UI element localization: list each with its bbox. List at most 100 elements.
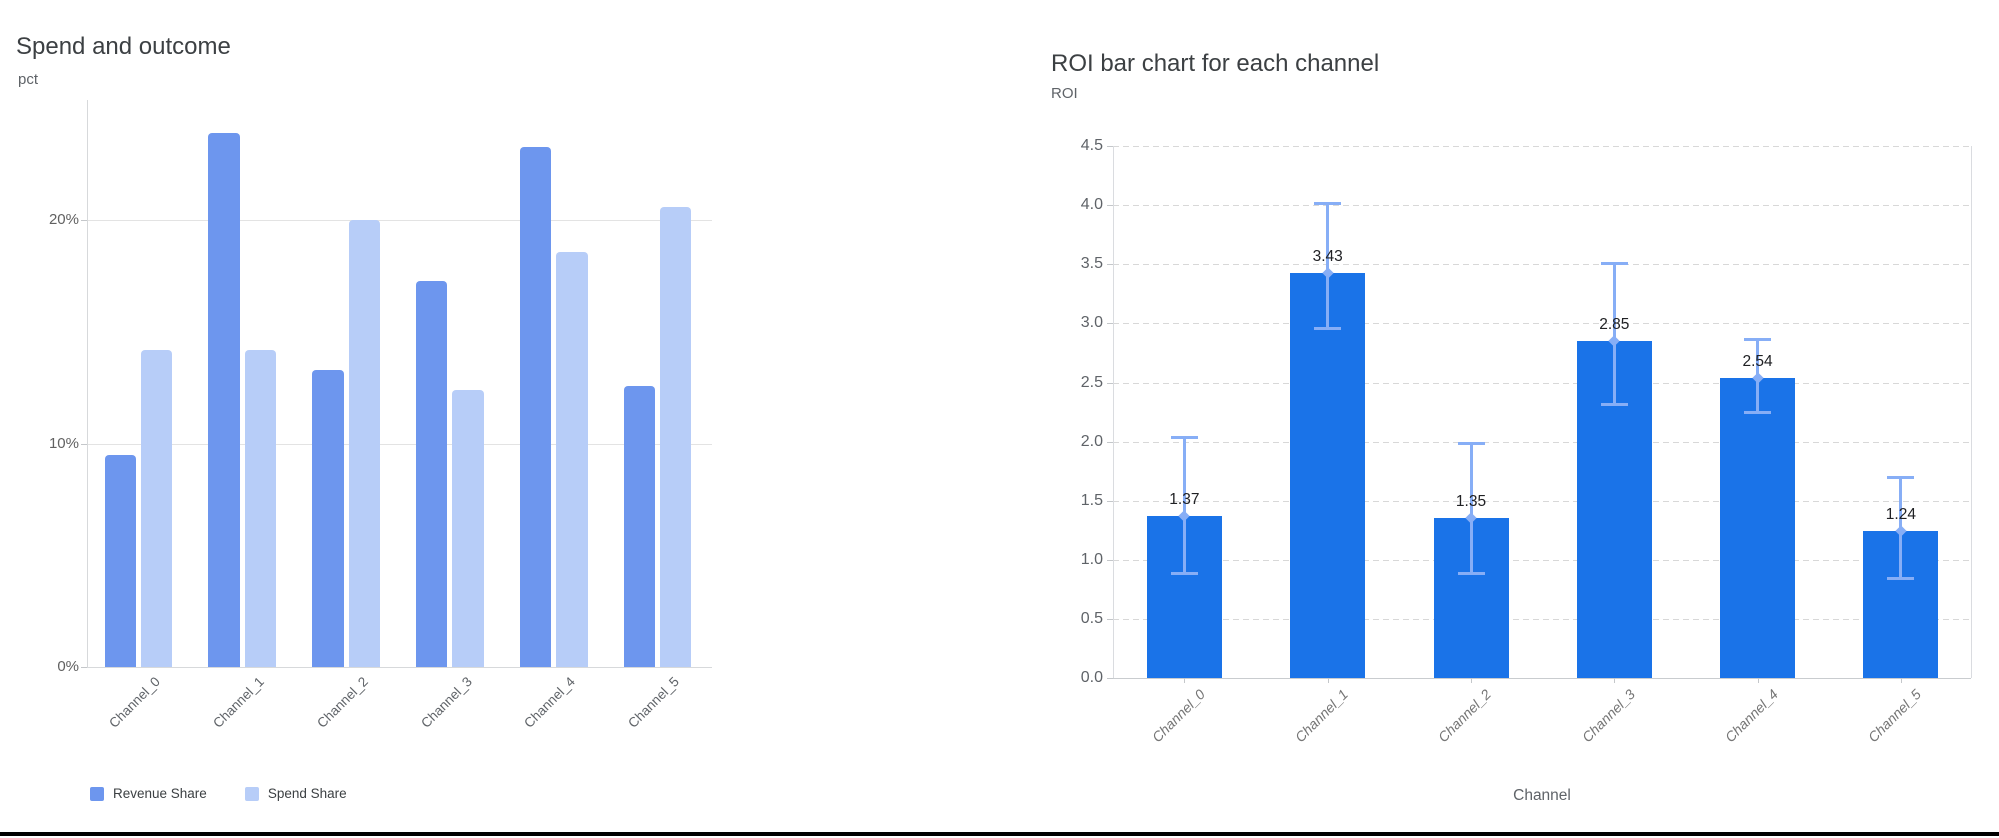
x-tick-label-channel_3: Channel_3	[417, 674, 475, 731]
y-tick-label: 0.5	[1080, 609, 1103, 627]
bar-value-label-channel_5: 1.24	[1885, 506, 1916, 524]
bar-spend-share-channel_0	[141, 349, 173, 667]
roi-chart-title: ROI bar chart for each channel	[1051, 49, 1380, 77]
error-bar-line-channel_4	[1756, 338, 1760, 414]
x-tick-label-channel_2: Channel_2	[1435, 686, 1495, 746]
error-bar-cap-bottom	[1744, 411, 1772, 415]
y-tick-label: 20%	[48, 211, 79, 229]
y-tickmark	[81, 220, 87, 222]
error-bar-cap-top	[1887, 476, 1915, 480]
bar-roi-channel_1	[1290, 272, 1366, 678]
y-tickmark	[1107, 264, 1113, 266]
gridline-4.0	[1113, 205, 1971, 207]
gridline-1.0	[1113, 559, 1971, 561]
y-tickmark	[1107, 678, 1113, 679]
error-bar-mean-marker	[1322, 266, 1334, 279]
bar-revenue-share-channel_5	[623, 385, 655, 667]
y-tickmark	[1107, 146, 1113, 148]
bar-value-label-channel_3: 2.85	[1599, 316, 1630, 334]
y-axis-line	[87, 100, 88, 667]
legend-swatch	[244, 786, 259, 801]
legend-label: Spend Share	[267, 786, 347, 801]
bar-spend-share-channel_1	[244, 349, 277, 667]
error-bar-mean-marker	[1608, 335, 1620, 347]
bar-spend-share-channel_2	[348, 220, 380, 667]
x-axis-baseline	[1113, 678, 1971, 679]
spend-outcome-legend: Revenue Share Spend Share	[90, 786, 347, 801]
y-tickmark	[1107, 559, 1113, 561]
x-tick-label-channel_4: Channel_4	[521, 674, 579, 731]
bar-revenue-share-channel_1	[208, 133, 240, 667]
bar-spend-share-channel_3	[452, 390, 484, 667]
y-tick-label: 2.5	[1080, 373, 1103, 391]
x-tick-label-channel_3: Channel_3	[1578, 686, 1638, 746]
x-tick-label-channel_0: Channel_0	[1148, 686, 1208, 746]
x-tick-label-channel_1: Channel_1	[1291, 686, 1352, 746]
bar-roi-channel_3	[1576, 341, 1652, 678]
x-tickmark	[1900, 678, 1902, 683]
x-tick-label-channel_2: Channel_2	[313, 674, 371, 731]
y-tickmark	[81, 667, 87, 668]
error-bar-cap-top	[1600, 262, 1628, 266]
bar-roi-channel_2	[1433, 518, 1509, 678]
y-tickmark	[1107, 500, 1113, 502]
roi-x-axis-title: Channel	[1513, 787, 1571, 804]
error-bar-mean-marker	[1895, 525, 1907, 538]
y-tick-label: 10%	[48, 434, 79, 452]
y-tickmark	[81, 443, 87, 445]
error-bar-cap-bottom	[1600, 403, 1628, 406]
bar-value-label-channel_2: 1.35	[1455, 493, 1487, 511]
error-bar-mean-marker	[1465, 512, 1477, 525]
y-tick-label: 4.0	[1080, 196, 1103, 214]
error-bar-cap-bottom	[1457, 572, 1485, 575]
error-bar-line-channel_3	[1612, 263, 1616, 405]
legend-item-revenue-share: Revenue Share	[90, 786, 207, 801]
y-tick-label: 3.0	[1080, 314, 1103, 332]
bar-value-label-channel_4: 2.54	[1742, 352, 1773, 370]
x-tick-label-channel_5: Channel_5	[1865, 686, 1925, 746]
legend-label: Revenue Share	[113, 786, 207, 801]
y-tickmark	[1107, 441, 1113, 443]
error-bar-cap-bottom	[1314, 327, 1342, 331]
error-bar-line-channel_0	[1182, 436, 1186, 574]
y-tick-label: 0%	[57, 658, 79, 675]
gridline-0.5	[1113, 618, 1971, 620]
bar-spend-share-channel_4	[556, 251, 588, 667]
error-bar-line-channel_1	[1326, 202, 1330, 330]
gridline-3.0	[1113, 323, 1971, 325]
error-bar-mean-marker	[1178, 510, 1191, 522]
error-bar-cap-bottom	[1170, 572, 1198, 575]
bar-revenue-share-channel_2	[312, 369, 344, 667]
x-tick-label-channel_0: Channel_0	[106, 674, 164, 731]
gridline-10%	[87, 443, 712, 445]
x-tick-label-channel_5: Channel_5	[625, 674, 683, 731]
window-bottom-border	[0, 832, 1999, 836]
bar-revenue-share-channel_3	[416, 280, 448, 667]
bar-value-label-channel_0: 1.37	[1169, 491, 1200, 509]
x-tickmark	[1757, 678, 1759, 683]
y-tickmark	[1107, 618, 1113, 620]
x-tickmark	[1471, 678, 1472, 683]
error-bar-line-channel_5	[1899, 477, 1903, 579]
y-tickmark	[1107, 323, 1113, 325]
gridline-2.0	[1113, 441, 1971, 443]
legend-swatch	[90, 786, 104, 801]
bar-roi-channel_4	[1720, 377, 1796, 678]
error-bar-cap-top	[1170, 435, 1198, 439]
gridline-4.5	[1113, 146, 1971, 148]
spend-outcome-y-unit-label: pct	[18, 71, 39, 88]
gridline-1.5	[1113, 500, 1971, 502]
y-tick-label: 0.0	[1080, 669, 1103, 686]
left-spine	[1113, 146, 1114, 678]
y-tick-label: 2.0	[1080, 432, 1103, 450]
x-tick-label-channel_4: Channel_4	[1721, 686, 1781, 746]
error-bar-cap-bottom	[1887, 576, 1915, 580]
error-bar-line-channel_2	[1469, 442, 1473, 574]
bar-value-label-channel_1: 3.43	[1312, 247, 1343, 265]
gridline-20%	[87, 220, 712, 222]
gridline-2.5	[1113, 382, 1971, 384]
roi-y-axis-label: ROI	[1051, 85, 1078, 102]
